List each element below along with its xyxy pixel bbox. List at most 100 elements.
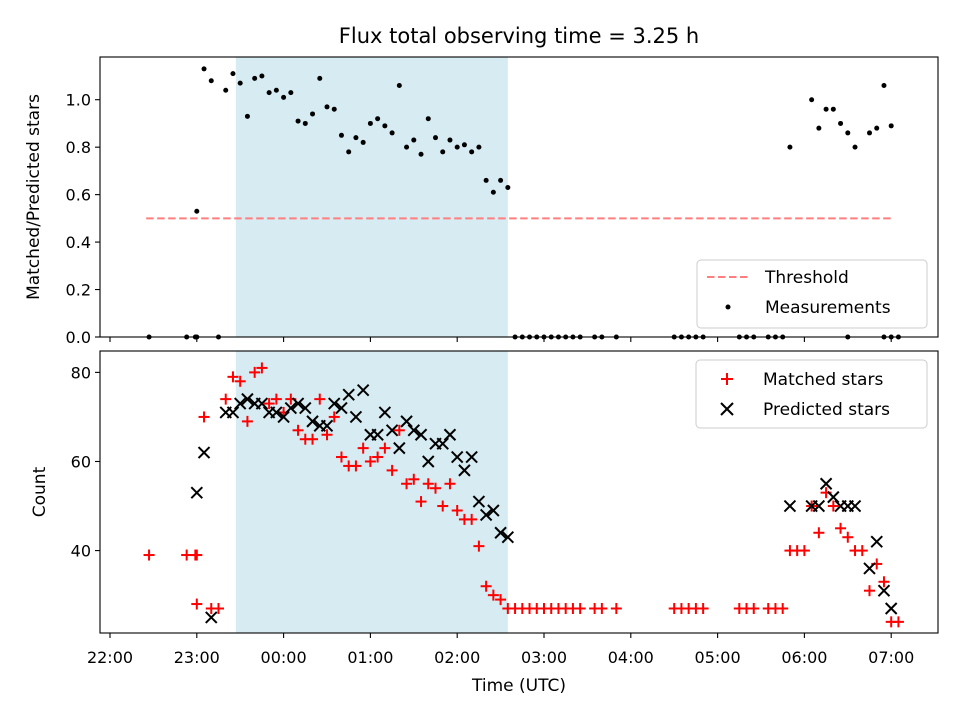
predicted-star-point [205, 611, 218, 624]
matched-star-point [827, 500, 839, 512]
bottom-x-axis: 22:00 23:00 00:00 01:00 02:00 03:00 04:00 05:00… [87, 633, 914, 667]
matched-star-point [473, 540, 485, 552]
predicted-star-point [494, 526, 507, 539]
predicted-star-point [414, 428, 428, 441]
measurement-point [425, 116, 431, 122]
measurement-point [454, 144, 460, 150]
bottom-xtick-label: 02:00 [434, 648, 480, 667]
matched-star-point [480, 580, 492, 592]
measurement-point [382, 123, 388, 129]
bottom-plot-frame [99, 350, 939, 634]
predicted-star-point [233, 397, 247, 410]
top-panel: 0.0 0.2 0.4 0.6 0.8 1.0 Matched/Predicted sta… [24, 56, 939, 347]
matched-star-point [393, 424, 405, 436]
matched-star-point [307, 433, 319, 445]
measurement-point [461, 142, 467, 148]
matched-star-point [198, 411, 210, 423]
matched-star-point [234, 375, 246, 387]
top-x-axis [109, 337, 892, 342]
predicted-star-point [356, 383, 370, 397]
predicted-star-point [465, 450, 478, 464]
top-ytick-label: 0.0 [66, 328, 91, 347]
predicted-star-point [472, 495, 486, 508]
bottom-panel: 40 60 80 22:00 23:00 00:00 01:00 02:00 03:00 04:… [30, 350, 939, 696]
measurement-point [845, 130, 851, 136]
matched-star-point [321, 429, 333, 441]
measurement-point [273, 87, 279, 93]
top-y-axis-label: Matched/Predicted stars [24, 94, 44, 300]
bottom-xtick-label: 01:00 [347, 648, 393, 667]
predicted-star-point [270, 406, 283, 419]
top-ytick-label: 0.8 [66, 138, 91, 157]
measurement-point [194, 208, 200, 214]
matched-star-point [220, 393, 232, 405]
top-ytick-label: 0.2 [66, 281, 91, 300]
measurement-point [310, 111, 316, 117]
measurement-point [404, 144, 410, 150]
measurement-point [259, 73, 265, 79]
predicted-star-point [458, 464, 471, 477]
bottom-ytick-label: 40 [71, 542, 91, 561]
top-y-axis: 0.0 0.2 0.4 0.6 0.8 1.0 [66, 91, 100, 347]
measurements-legend-key [725, 304, 731, 310]
bottom-xtick-label: 06:00 [781, 648, 827, 667]
predicted-star-point [306, 415, 319, 428]
measurement-point [874, 125, 880, 131]
measurement-point [881, 82, 887, 88]
predicted-star-point [241, 392, 254, 406]
predicted-star-point [877, 584, 891, 597]
predicted-star-point [190, 486, 204, 499]
measurement-point [295, 118, 301, 124]
predicted-star-point [812, 499, 826, 513]
predicted-star-point [827, 490, 840, 504]
matched-star-point [835, 522, 847, 534]
predicted-star-point [291, 397, 305, 410]
measurements-legend-label: Measurements [765, 298, 891, 318]
bottom-xtick-label: 07:00 [868, 648, 914, 667]
measurement-point [823, 106, 829, 112]
matched-star-point [191, 549, 203, 561]
bottom-x-axis-label: Time (UTC) [471, 676, 566, 696]
bottom-xtick-label: 04:00 [608, 648, 654, 667]
predicted-star-point [848, 499, 862, 513]
matched-star-point [379, 442, 391, 454]
matched-star-point [357, 442, 369, 454]
matched-star-point [892, 616, 904, 628]
measurement-point [447, 137, 453, 143]
measurement-point [505, 185, 511, 191]
measurement-point [353, 135, 359, 141]
predicted-star-point [335, 401, 348, 415]
measurement-point [411, 137, 417, 143]
figure-title: Flux total observing time = 3.25 h [339, 24, 699, 48]
bottom-y-axis: 40 60 80 [71, 363, 100, 561]
matched-star-point [842, 531, 854, 543]
matched-star-point [864, 585, 875, 597]
measurement-point [230, 71, 236, 77]
matched-legend-key [721, 373, 733, 385]
measurement-point [830, 106, 836, 112]
bottom-xtick-label: 05:00 [695, 648, 741, 667]
predicted-star-point [378, 406, 392, 419]
predicted-star-point [407, 424, 421, 437]
matched-star-point [856, 545, 868, 557]
measurement-point [396, 82, 402, 88]
predicted-star-point [870, 535, 883, 548]
matched-star-point [213, 602, 224, 614]
matched-star-point [292, 424, 304, 436]
matched-star-point [256, 362, 268, 374]
bottom-y-axis-label: Count [30, 466, 50, 517]
top-ytick-label: 0.6 [66, 186, 91, 205]
matched-star-point [574, 602, 586, 614]
matched-star-point [335, 451, 347, 463]
predicted-star-point [277, 410, 290, 424]
matched-star-point [415, 496, 427, 508]
predicted-star-point [371, 428, 384, 441]
measurement-point [302, 120, 308, 126]
bottom-shaded-span [235, 351, 508, 633]
top-legend-box [696, 259, 928, 329]
matched-star-point [249, 366, 261, 378]
matched-star-point [596, 602, 608, 614]
bottom-legend-box [695, 359, 928, 429]
threshold-legend-label: Threshold [764, 268, 849, 288]
measurement-point [201, 66, 207, 72]
